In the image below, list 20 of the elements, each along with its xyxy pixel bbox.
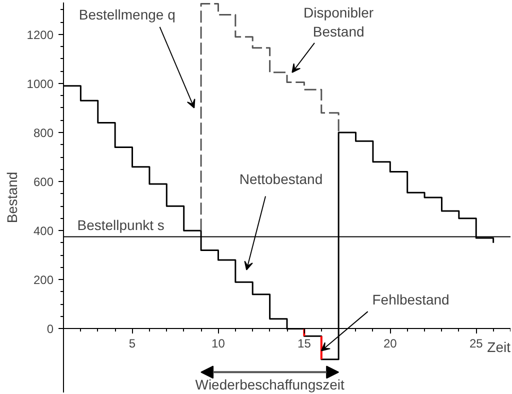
x-axis-title: Zeit: [487, 339, 511, 356]
annotation: Bestellmenge q: [78, 6, 176, 23]
series-label: Nettobestand: [239, 171, 323, 188]
text: Disponibler Bestand: [304, 4, 374, 40]
y-tick-label: 800: [33, 126, 54, 140]
y-tick-label: 400: [33, 224, 54, 238]
x-tick-label: 10: [212, 336, 226, 351]
x-tick-label: 25: [469, 336, 484, 351]
x-tick-label: 15: [298, 336, 312, 351]
y-tick-label: 600: [33, 175, 54, 190]
text: Fehlbestand: [372, 291, 450, 308]
y-axis-title: Bestand: [4, 172, 20, 224]
y-tick-label: 1000: [26, 76, 54, 91]
y-tick-label: 1200: [26, 28, 54, 42]
y-tick-label: 200: [33, 273, 54, 288]
x-tick-label: 5: [128, 336, 136, 351]
annotation: Wiederbeschaffungszeit: [195, 376, 344, 393]
ref-line-label: Bestellpunkt s: [77, 217, 164, 234]
x-tick-label: 20: [383, 336, 398, 351]
y-tick-label: 0: [46, 322, 54, 336]
